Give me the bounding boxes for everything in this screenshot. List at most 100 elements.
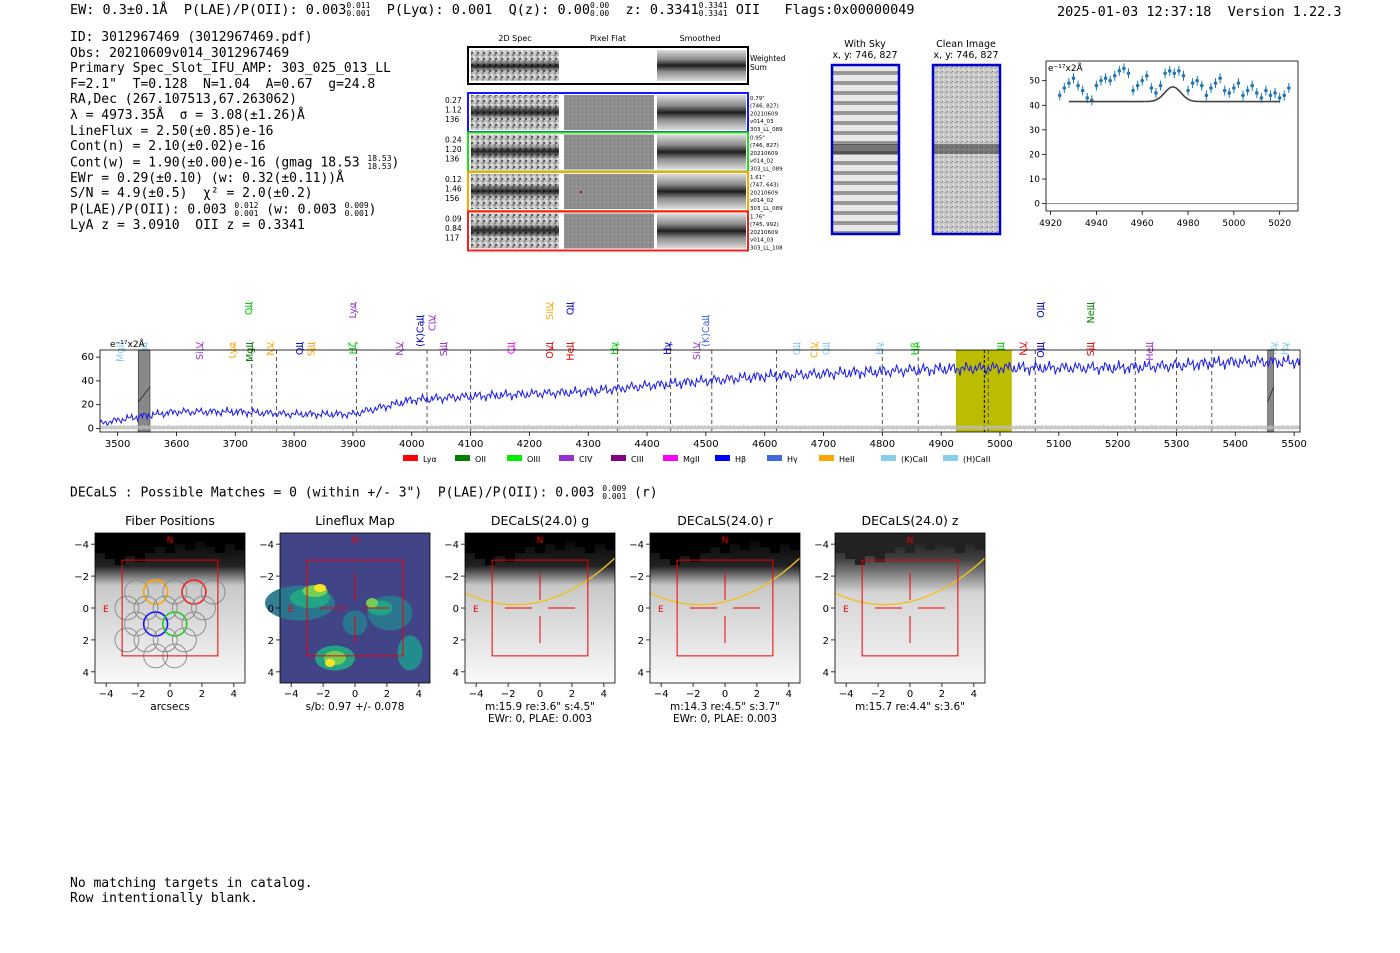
spectrum-x-tick-label: 5300 [1164, 439, 1189, 450]
fiber-row-right-r2: (747, 643) [750, 183, 779, 189]
emission-line-label: Hγ [1280, 342, 1291, 355]
galaxy-pixel [585, 533, 595, 553]
spectrum-y-tick-label: 0 [88, 423, 94, 434]
image-panel-1: Fiber Positions N E −4 4 −2 2 0 0 2 −2 4 −4 arcsecs [74, 513, 246, 713]
panel-y-tick-label: 2 [638, 636, 644, 647]
legend-label: OIII [527, 455, 540, 464]
spectrum-flux-line [99, 353, 1301, 426]
col-2d-spec: 2D Spec [498, 34, 531, 43]
spectrum-x-tick-label: 4800 [870, 439, 895, 450]
fiber-row-right-r2: (745, 992) [750, 222, 779, 228]
emission-line-label: SiIV [692, 342, 703, 360]
fiber-circle [181, 579, 207, 605]
fiber-row-left-l1: 0.09 [445, 215, 462, 224]
panel-caption-1: m:15.9 re:3.6" s:4.5" [485, 701, 595, 713]
panel-y-tick-label: 2 [83, 636, 89, 647]
emission-line-bracket: { [444, 341, 449, 350]
zoom-point [1099, 78, 1103, 83]
header-plae: P(LAE)/P(OII): 0.003 [183, 2, 347, 18]
panel-y-tick-label: −2 [444, 572, 459, 583]
emission-line-label: SiII [307, 342, 318, 356]
zoom-point [1122, 66, 1126, 71]
emission-line-bracket: { [1023, 341, 1028, 350]
fiber-row-right-r1: 1.61" [750, 175, 765, 181]
zoom-point [1149, 86, 1154, 90]
zoom-x-tick-label: 4980 [1177, 219, 1200, 229]
legend-swatch [663, 455, 678, 461]
spectrum-x-axis: 3500 3600 3700 3800 3900 4000 4100 4200 4300 4400… [105, 432, 1307, 450]
fiber-row-right-r5: 303_LL_089 [750, 166, 783, 172]
panel-x-tick-label: 4 [786, 689, 792, 700]
aperture-box [861, 559, 959, 657]
info-radec: RA,Dec (267.107513,67.263062) [70, 92, 297, 108]
galaxy-pixel [465, 533, 475, 553]
fiber-smoothed [657, 134, 746, 170]
zoom-point [1222, 88, 1227, 93]
panel-x-tick-label: −4 [839, 689, 854, 700]
emission-line-label: Hγ [874, 342, 885, 355]
clean-image-title: Clean Image [936, 39, 996, 50]
footer-line-2: Row intentionally blank. [70, 891, 258, 906]
galaxy-pixel [235, 533, 245, 550]
zoom-point [1195, 78, 1199, 83]
galaxy-pixel [125, 533, 135, 556]
legend-label: Lyα [423, 455, 437, 464]
spectrum-x-tick-label: 5500 [1281, 439, 1306, 450]
panel-x-tick-label: 2 [939, 689, 945, 700]
zoom-x-axis: 4920 4940 4960 4980 5000 5020 [1039, 211, 1291, 229]
panel-y-tick-label: −4 [629, 540, 644, 551]
fiber-row-right-r5: 303_LL_108 [750, 245, 783, 251]
emission-line-bracket: { [706, 314, 711, 323]
panel-caption-1: m:14.3 re:4.5" s:3.7" [670, 701, 780, 713]
fiber-row-left-l3: 117 [445, 234, 460, 243]
spectrum-x-tick-label: 4300 [576, 439, 601, 450]
spectrum-unit-label: e⁻¹⁷x2Å [110, 338, 146, 350]
galaxy-pixel [660, 533, 670, 559]
fiber-row-left-l3: 136 [445, 115, 460, 124]
fiber-row-left-l2: 1.46 [445, 185, 462, 194]
spectrum-x-tick-label: 4200 [517, 439, 542, 450]
emission-line-bracket: { [1041, 341, 1046, 350]
east-marker: E [843, 605, 849, 615]
spectrum-x-tick-label: 4000 [399, 439, 424, 450]
east-marker: E [658, 605, 664, 615]
galaxy-pixel [515, 533, 525, 553]
galaxy-pixel [885, 533, 895, 553]
spectrum-x-tick-label: 3900 [340, 439, 365, 450]
zoom-point [1057, 93, 1062, 98]
fiber-circle [142, 611, 169, 637]
panel-y-tick-label: 2 [268, 636, 274, 647]
sky-images-panel: With Sky x, y: 746, 827 Clean Image x, y… [830, 39, 1002, 236]
galaxy-pixel [855, 533, 865, 565]
legend-swatch [881, 455, 896, 461]
fiber-circle [162, 611, 188, 637]
panel-x-tick-label: −4 [99, 689, 114, 700]
fiber-row-right-r4: v014_03 [750, 119, 774, 125]
masked-region [137, 349, 151, 433]
spectrum-y-axis: 0 20 40 60 [81, 352, 100, 434]
spectrum-x-tick-label: 3700 [223, 439, 248, 450]
zoom-point [1062, 86, 1067, 90]
emission-line-bracket: { [121, 341, 126, 350]
emission-line-bracket: { [232, 341, 237, 350]
galaxy-pixel [185, 533, 195, 550]
zoom-point [1172, 71, 1177, 76]
north-marker: N [907, 536, 914, 546]
emission-line-label: Hγ [610, 342, 621, 355]
fiber-circle [152, 627, 178, 653]
panel-x-tick-label: −4 [469, 689, 484, 700]
galaxy-pixel [215, 533, 225, 553]
zoom-point [1199, 83, 1204, 88]
panel-caption-1: arcsecs [150, 701, 189, 713]
zoom-point [1076, 83, 1080, 88]
spectrum-x-tick-label: 5200 [1105, 439, 1130, 450]
panel-x-tick-label: −2 [316, 689, 331, 700]
masked-regions [137, 349, 1274, 433]
emission-line-label: MgII [245, 342, 256, 362]
zoom-point [1117, 69, 1122, 73]
zoom-point [1126, 71, 1131, 76]
legend-label: MgII [683, 455, 700, 464]
